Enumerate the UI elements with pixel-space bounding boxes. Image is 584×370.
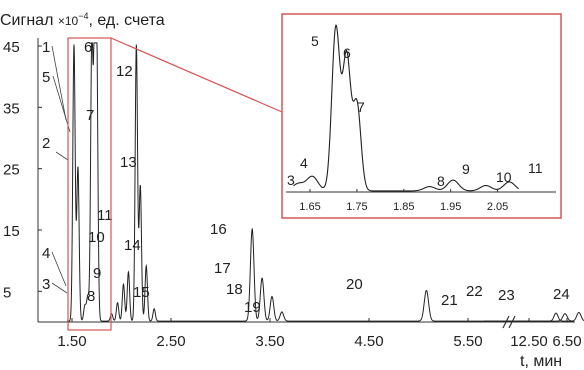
- y-tick-label: 25: [3, 162, 20, 179]
- peak-label: 2: [42, 135, 50, 152]
- x-tick-label: 12.50: [510, 333, 548, 350]
- peak-label: 9: [93, 265, 101, 282]
- inset-x-tick-label: 1.95: [440, 201, 461, 213]
- inset-trace: [293, 24, 520, 192]
- inset-peak-label: 8: [437, 173, 445, 189]
- x-tick-label: 4.50: [354, 333, 383, 350]
- peak-label: 3: [42, 276, 50, 293]
- zoom-region-box: [67, 37, 112, 331]
- peak-label: 1: [42, 39, 50, 56]
- peak-label: 17: [214, 260, 231, 277]
- inset-x-tick-label: 1.75: [346, 201, 367, 213]
- peak-label: 14: [124, 237, 141, 254]
- peak-label: 12: [116, 63, 133, 80]
- peak-label: 13: [120, 154, 137, 171]
- x-tick-label: 6.50: [552, 333, 581, 350]
- zoom-connector: [110, 37, 283, 113]
- peak-label: 5: [42, 69, 50, 86]
- main-trace: [67, 42, 584, 322]
- inset-peak-label: 7: [357, 99, 365, 115]
- y-tick-label: 35: [3, 100, 20, 117]
- inset-x-tick-label: 1.85: [393, 201, 414, 213]
- peak-label: 8: [87, 288, 95, 305]
- y-tick-label: 15: [3, 223, 20, 240]
- y-tick-label: 5: [3, 284, 11, 301]
- y-axis-title: Сигнал ×10−4, ед. счета: [0, 11, 165, 29]
- inset-peak-label: 5: [311, 33, 319, 49]
- peak-label: 15: [133, 284, 150, 301]
- peak-label: 22: [466, 283, 483, 300]
- inset-peak-label: 4: [300, 155, 308, 171]
- inset-zoom: 1.65 1.75 1.85 1.95 2.05 34 5 6 7 8 9 10 11: [67, 13, 562, 331]
- peak-leader-line: [52, 75, 71, 133]
- x-tick-label: 3.50: [255, 333, 284, 350]
- inset-peak-label: 10: [496, 169, 512, 185]
- inset-peak-label: 6: [343, 45, 351, 61]
- y-tick-label: 45: [3, 39, 20, 56]
- peak-label: 11: [97, 207, 113, 224]
- peak-label: 19: [244, 299, 261, 316]
- x-axis-title: t, мин: [520, 353, 562, 370]
- inset-peak-label: 9: [462, 161, 470, 177]
- peak-label: 24: [553, 286, 570, 303]
- peak-label: 4: [42, 245, 50, 262]
- x-tick-label: 5.50: [453, 333, 482, 350]
- peak-label: 23: [498, 287, 515, 304]
- peak-label: 16: [210, 221, 227, 238]
- axis-break-mark: [502, 315, 510, 329]
- peak-label: 6: [84, 39, 92, 56]
- x-tick-label: 2.50: [156, 333, 185, 350]
- inset-peak-label: 11: [528, 160, 543, 176]
- peak-label: 18: [226, 281, 243, 298]
- peak-leader-line: [51, 282, 68, 294]
- peak-label: 20: [346, 276, 363, 293]
- inset-frame: [281, 13, 562, 219]
- inset-x-tick-label: 2.05: [487, 201, 508, 213]
- inset-peak-label: 3: [287, 172, 295, 188]
- peak-label: 10: [88, 229, 105, 246]
- x-tick-label: 1.50: [57, 333, 86, 350]
- axis-break-mark: [508, 315, 516, 329]
- trace-segment-after-break: [484, 312, 574, 322]
- peak-leader-line: [51, 251, 67, 287]
- peak-label: 21: [441, 292, 458, 309]
- peak-label: 7: [86, 107, 94, 124]
- peak-leader-line: [55, 151, 69, 161]
- inset-x-tick-label: 1.65: [299, 201, 320, 213]
- peak-leader-line: [51, 45, 67, 121]
